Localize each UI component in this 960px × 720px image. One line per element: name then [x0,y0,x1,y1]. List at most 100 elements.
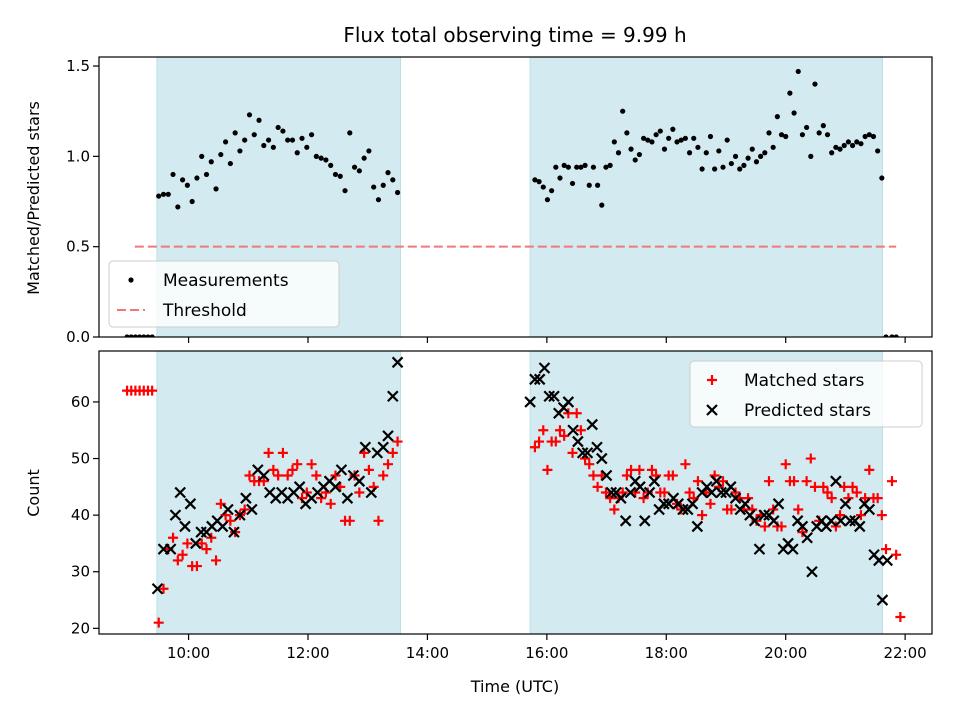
y-tick-label: 30 [71,563,90,581]
matched-star-point [876,510,887,521]
predicted-star-point [382,430,394,442]
x-tick-label: 14:00 [406,644,449,662]
measurement-point [745,155,751,161]
matched-star-point [550,436,561,447]
matched-star-point [301,487,312,498]
measurement-point [866,132,872,138]
measurement-point [145,334,151,337]
predicted-star-point [753,543,766,555]
measurement-point [816,130,822,136]
legend-entry-label: Threshold [162,301,247,321]
measurement-point [385,170,391,176]
measurement-point [875,148,881,154]
measurement-point [670,126,676,132]
matched-star-point [282,470,293,481]
measurement-point [213,186,219,192]
legend-entry-label: Predicted stars [744,401,871,421]
measurement-point [716,148,722,154]
measurement-point [770,144,776,150]
count-panel: 20 30 40 50 60 10:00 12:00 14:00 16:00 18:00 20:00… [71,350,933,662]
measurement-point [879,175,885,181]
matched-star-point [626,464,637,475]
matched-star-point [826,493,837,504]
legend-box [689,360,923,428]
predicted-star-point [600,469,613,482]
axes-frame [98,350,933,635]
measurement-point [666,135,672,141]
measurement-point [682,135,688,141]
predicted-star-point [634,481,646,493]
matched-star-point [759,521,770,532]
matched-star-point [273,470,284,481]
measurement-point [720,164,726,170]
predicted-star-point [705,486,718,499]
measurement-point [299,135,305,141]
bottom-y-axis-label: Count [24,469,43,517]
matched-star-point [872,493,883,504]
predicted-star-point [359,441,372,453]
measurement-point [799,132,806,138]
matched-star-point [793,504,804,515]
x-tick-label: 22:00 [884,644,927,662]
matched-star-point [726,504,737,515]
measurement-point [261,142,267,149]
measurement-point [703,150,709,156]
matched-star-point [789,476,800,487]
measurement-point [165,191,171,197]
predicted-star-point [572,435,584,448]
chart-title: Flux total observing time = 9.99 h [343,23,686,47]
matched-star-point [383,459,394,470]
predicted-star-point [624,486,637,499]
measurement-point [574,164,580,170]
matched-star-point [684,487,695,498]
matched-star-point [680,459,691,470]
predicted-star-point [748,515,761,527]
matched-star-point [609,504,620,515]
measurement-point [737,166,743,172]
measurement-point [791,110,797,116]
predicted-star-point [293,481,306,493]
measurement-point [712,166,718,172]
matched-star-point [646,464,657,475]
measurement-point [695,144,701,150]
measurement-point [824,132,831,138]
matched-star-point [692,476,703,487]
measurement-point [804,124,810,131]
matched-star-point [363,464,374,475]
matched-star-point [244,470,255,481]
predicted-star-point [335,464,348,476]
predicted-star-point [873,554,885,567]
measurement-point [870,133,877,140]
measurement-point [208,159,214,165]
y-tick-label: 1.0 [66,147,90,165]
top-legend: Measurements Threshold [108,260,340,328]
predicted-star-point [377,441,390,453]
measurement-point [889,334,895,337]
predicted-star-point [863,503,876,516]
predicted-star-point [341,492,354,504]
matched-star-point [330,470,341,481]
measurement-point [285,137,291,143]
bottom-legend: Matched stars Predicted stars [689,360,923,428]
measurement-point [308,132,315,138]
predicted-star-point [151,582,164,595]
measurement-point [251,132,257,138]
measurement-point [128,334,134,337]
measurement-point [795,68,801,75]
measurement-point [741,162,747,168]
measurement-point [649,139,655,145]
matched-star-point [805,453,816,464]
predicted-star-point [189,537,202,550]
predicted-star-point [586,418,599,431]
matched-star-point [571,408,582,419]
predicted-star-point [758,509,770,521]
measurement-point [270,144,276,150]
measurement-point [390,177,396,183]
matched-star-point [776,521,787,532]
matched-star-point [718,476,729,487]
measurement-point [141,334,147,337]
matched-star-point [588,470,599,481]
measurement-point [371,184,377,190]
matched-star-point [659,487,670,498]
matched-star-point [822,487,833,498]
